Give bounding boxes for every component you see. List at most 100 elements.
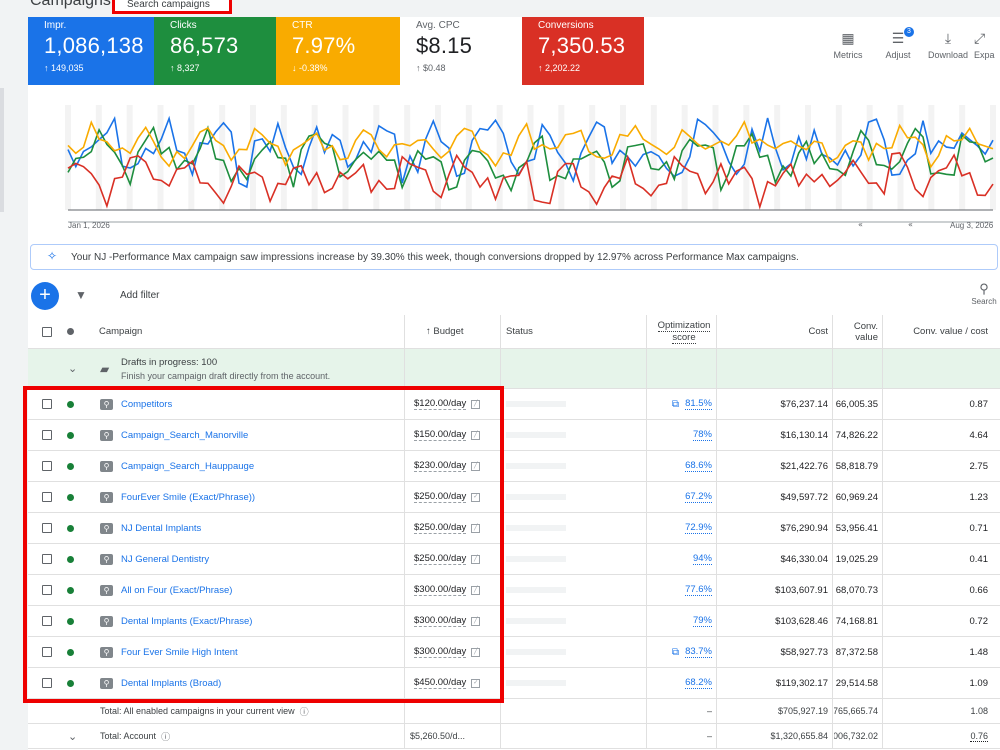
expand-button[interactable]: ⤢ Expa xyxy=(974,30,1000,60)
select-all-checkbox[interactable] xyxy=(42,315,52,348)
row-checkbox[interactable] xyxy=(42,513,52,543)
budget-cell[interactable]: $300.00/day ╱ xyxy=(414,606,481,636)
budget-chart-icon[interactable]: ╱ xyxy=(471,554,481,564)
optimization-score: 78% xyxy=(692,429,712,441)
table-row[interactable]: ⚲ FourEver Smile (Exact/Phrase)) $250.00/d… xyxy=(28,482,1000,513)
optimization-score-cell[interactable]: 68.6% xyxy=(654,451,712,481)
table-row[interactable]: ⚲ Dental Implants (Exact/Phrase) $300.00/d… xyxy=(28,606,1000,637)
insight-banner[interactable]: ✧ Your NJ -Performance Max campaign saw … xyxy=(30,244,998,270)
optimization-score-cell[interactable]: 72.9% xyxy=(654,513,712,543)
optimization-score-cell[interactable]: 94% xyxy=(654,544,712,574)
campaign-name-link[interactable]: Campaign_Search_Hauppauge xyxy=(121,451,254,481)
shared-budget-check-icon[interactable]: ✓ xyxy=(471,678,481,688)
optimization-score-cell[interactable]: ⧉ 83.7% xyxy=(654,637,712,667)
table-row[interactable]: ⚲ Four Ever Smile High Intent $300.00/day ╱… xyxy=(28,637,1000,668)
budget-cell[interactable]: $300.00/day ╱ xyxy=(414,575,481,605)
metrics-button[interactable]: ▦ Metrics xyxy=(826,30,870,60)
budget-cell[interactable]: $250.00/day ✓ xyxy=(414,482,481,512)
campaign-name-link[interactable]: NJ General Dentistry xyxy=(121,544,209,574)
budget-chart-icon[interactable]: ╱ xyxy=(471,585,481,595)
row-checkbox[interactable] xyxy=(42,482,52,512)
optimization-score-cell[interactable]: ⧉ 81.5% xyxy=(654,389,712,419)
download-button[interactable]: ⤓ Download xyxy=(926,30,970,60)
budget-chart-icon[interactable]: ╱ xyxy=(471,461,481,471)
add-filter-button[interactable]: Add filter xyxy=(120,290,160,301)
help-icon[interactable]: ⓘ xyxy=(299,706,309,717)
optimization-score-cell[interactable]: 77.6% xyxy=(654,575,712,605)
table-row[interactable]: ⚲ Campaign_Search_Hauppauge $230.00/day ╱ 68… xyxy=(28,451,1000,482)
row-checkbox[interactable] xyxy=(42,451,52,481)
adjust-button[interactable]: ☰ 3 Adjust xyxy=(876,27,920,60)
metric-impressions[interactable]: Impr. 1,086,138 ↑ 149,035 xyxy=(28,17,154,85)
add-campaign-button[interactable]: + xyxy=(31,282,59,310)
row-checkbox[interactable] xyxy=(42,389,52,419)
optimization-score-cell[interactable]: 78% xyxy=(654,420,712,450)
search-button[interactable]: ⚲ Search xyxy=(968,281,1000,306)
conv-value-cost-header[interactable]: Conv. value / cost xyxy=(913,326,988,337)
campaign-name-link[interactable]: Dental Implants (Broad) xyxy=(121,668,221,698)
campaign-name-link[interactable]: All on Four (Exact/Phrase) xyxy=(121,575,232,605)
optimization-score-cell[interactable]: 68.2% xyxy=(654,668,712,698)
chevron-down-icon[interactable]: ⌄ xyxy=(68,363,78,375)
budget-chart-icon[interactable]: ╱ xyxy=(471,430,481,440)
metric-avg-cpc[interactable]: Avg. CPC $8.15 ↑ $0.48 xyxy=(400,17,522,85)
shared-budget-check-icon[interactable]: ✓ xyxy=(471,492,481,502)
table-row[interactable]: ⚲ All on Four (Exact/Phrase) $300.00/day ╱ 7… xyxy=(28,575,1000,606)
campaign-name-link[interactable]: Four Ever Smile High Intent xyxy=(121,637,238,667)
annotation-marker-icon[interactable]: « xyxy=(858,220,863,229)
budget-cell[interactable]: $250.00/day ╱ xyxy=(414,513,481,543)
campaign-name-link[interactable]: FourEver Smile (Exact/Phrase)) xyxy=(121,482,255,512)
campaign-name-link[interactable]: NJ Dental Implants xyxy=(121,513,201,543)
campaign-name-link[interactable]: Competitors xyxy=(121,389,172,419)
metric-conversions[interactable]: Conversions 7,350.53 ↑ 2,202.22 xyxy=(522,17,644,85)
status-header[interactable]: Status xyxy=(506,326,533,337)
chart-end-date: Aug 3, 2026 xyxy=(950,221,994,230)
budget-chart-icon[interactable]: ╱ xyxy=(471,523,481,533)
table-row[interactable]: ⚲ Campaign_Search_Manorville $150.00/day ╱ 7… xyxy=(28,420,1000,451)
campaign-name-link[interactable]: Campaign_Search_Manorville xyxy=(121,420,248,450)
budget-cell[interactable]: $230.00/day ╱ xyxy=(414,451,481,481)
enabled-status-dot xyxy=(67,451,74,481)
conv-value-header[interactable]: Conv. value xyxy=(834,315,878,348)
recommendation-icon[interactable]: ⧉ xyxy=(671,398,680,410)
table-row[interactable]: ⚲ NJ General Dentistry $250.00/day ╱ 94% $46,… xyxy=(28,544,1000,575)
filter-icon[interactable]: ▼ xyxy=(75,288,87,302)
table-row[interactable]: ⚲ Competitors $120.00/day ╱ ⧉ 81.5% $76,237.14… xyxy=(28,389,1000,420)
optimization-score-header[interactable]: Optimization score xyxy=(654,315,714,348)
chevron-down-icon[interactable]: ⌄ xyxy=(68,730,78,743)
budget-header[interactable]: ↑ Budget xyxy=(426,315,464,348)
budget-cell[interactable]: $150.00/day ╱ xyxy=(414,420,481,450)
budget-value: $300.00/day xyxy=(414,646,467,658)
campaign-header[interactable]: Campaign xyxy=(99,326,143,337)
drafts-row[interactable]: ⌄ ▰ Drafts in progress: 100 Finish your … xyxy=(28,349,1000,389)
budget-cell[interactable]: $120.00/day ╱ xyxy=(414,389,481,419)
budget-cell[interactable]: $250.00/day ╱ xyxy=(414,544,481,574)
budget-chart-icon[interactable]: ╱ xyxy=(471,616,481,626)
row-checkbox[interactable] xyxy=(42,668,52,698)
table-row[interactable]: ⚲ Dental Implants (Broad) $450.00/day ✓ 68.2… xyxy=(28,668,1000,699)
performance-chart[interactable]: «« xyxy=(28,85,1000,235)
cost-header[interactable]: Cost xyxy=(808,326,828,337)
search-campaign-icon: ⚲ xyxy=(100,513,113,543)
row-checkbox[interactable] xyxy=(42,544,52,574)
budget-cell[interactable]: $300.00/day ╱ xyxy=(414,637,481,667)
row-checkbox[interactable] xyxy=(42,606,52,636)
search-campaigns-chip[interactable]: Search campaigns xyxy=(112,0,232,14)
optimization-score-cell[interactable]: 79% xyxy=(654,606,712,636)
metric-clicks[interactable]: Clicks 86,573 ↑ 8,327 xyxy=(154,17,276,85)
budget-chart-icon[interactable]: ╱ xyxy=(471,647,481,657)
campaign-name-link[interactable]: Dental Implants (Exact/Phrase) xyxy=(121,606,252,636)
table-row[interactable]: ⚲ NJ Dental Implants $250.00/day ╱ 72.9% $76,… xyxy=(28,513,1000,544)
metric-ctr[interactable]: CTR 7.97% ↓ -0.38% xyxy=(276,17,400,85)
annotation-marker-icon[interactable]: « xyxy=(908,220,913,229)
optimization-score: 68.2% xyxy=(685,677,712,689)
budget-cell[interactable]: $450.00/day ✓ xyxy=(414,668,481,698)
row-checkbox[interactable] xyxy=(42,637,52,667)
budget-chart-icon[interactable]: ╱ xyxy=(471,399,481,409)
help-icon[interactable]: ⓘ xyxy=(161,731,171,742)
row-checkbox[interactable] xyxy=(42,420,52,450)
recommendation-icon[interactable]: ⧉ xyxy=(671,646,680,658)
optimization-score: 83.7% xyxy=(685,646,712,658)
optimization-score-cell[interactable]: 67.2% xyxy=(654,482,712,512)
row-checkbox[interactable] xyxy=(42,575,52,605)
